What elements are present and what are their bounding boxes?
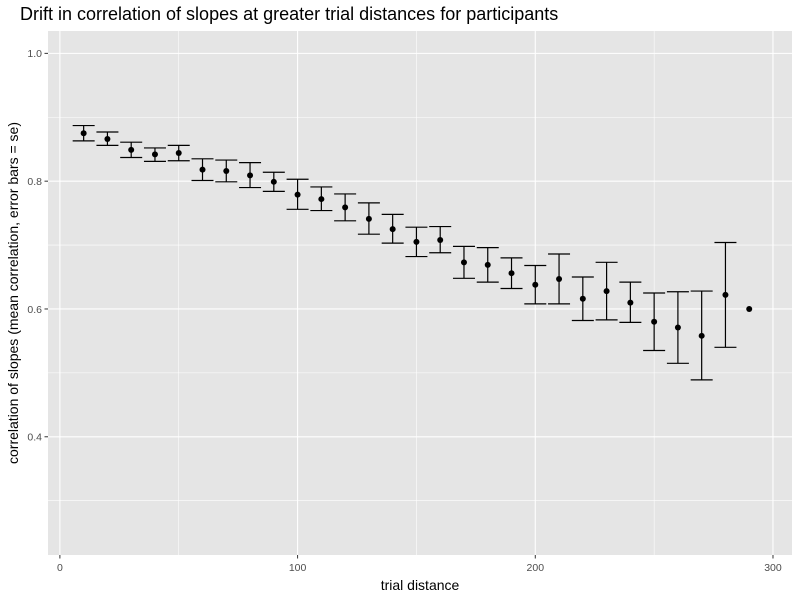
data-point xyxy=(80,130,87,137)
data-point xyxy=(151,151,158,158)
x-tick-label: 0 xyxy=(57,562,63,574)
data-point xyxy=(342,204,349,211)
data-point xyxy=(532,281,539,288)
data-point xyxy=(247,172,254,179)
data-point xyxy=(365,215,372,222)
y-tick-label: 0.8 xyxy=(27,176,42,188)
data-point xyxy=(104,135,111,142)
data-point xyxy=(270,178,277,185)
x-tick-label: 200 xyxy=(527,562,545,574)
y-tick-labels: 0.4 0.6 0.8 1.0 xyxy=(27,48,42,443)
axis-ticks xyxy=(44,52,774,559)
y-tick-label: 1.0 xyxy=(27,48,42,60)
data-point xyxy=(579,295,586,302)
data-point xyxy=(199,166,206,173)
x-tick-label: 100 xyxy=(289,562,307,574)
data-point xyxy=(318,196,325,203)
data-point xyxy=(746,305,753,312)
plot-panel xyxy=(48,31,792,555)
data-point xyxy=(651,318,658,325)
data-point xyxy=(223,167,230,174)
data-point xyxy=(389,226,396,233)
chart-title: Drift in correlation of slopes at greate… xyxy=(20,4,559,24)
data-point xyxy=(627,299,634,306)
data-point xyxy=(413,238,420,245)
data-point xyxy=(722,291,729,298)
x-axis-title: trial distance xyxy=(381,577,460,593)
y-tick-label: 0.6 xyxy=(27,304,42,316)
y-axis-title: correlation of slopes (mean correlation,… xyxy=(5,122,21,464)
data-point xyxy=(484,261,491,268)
data-point xyxy=(294,191,301,198)
data-point xyxy=(603,288,610,295)
data-point xyxy=(175,150,182,157)
y-tick-label: 0.4 xyxy=(27,432,42,444)
data-point xyxy=(556,275,563,282)
data-point xyxy=(674,324,681,331)
data-point xyxy=(128,146,135,153)
data-point xyxy=(460,259,467,266)
data-points xyxy=(80,130,753,339)
x-tick-labels: 0 100 200 300 xyxy=(57,562,782,574)
data-point xyxy=(508,270,515,277)
data-point xyxy=(698,332,705,339)
x-tick-label: 300 xyxy=(764,562,782,574)
data-point xyxy=(437,236,444,243)
